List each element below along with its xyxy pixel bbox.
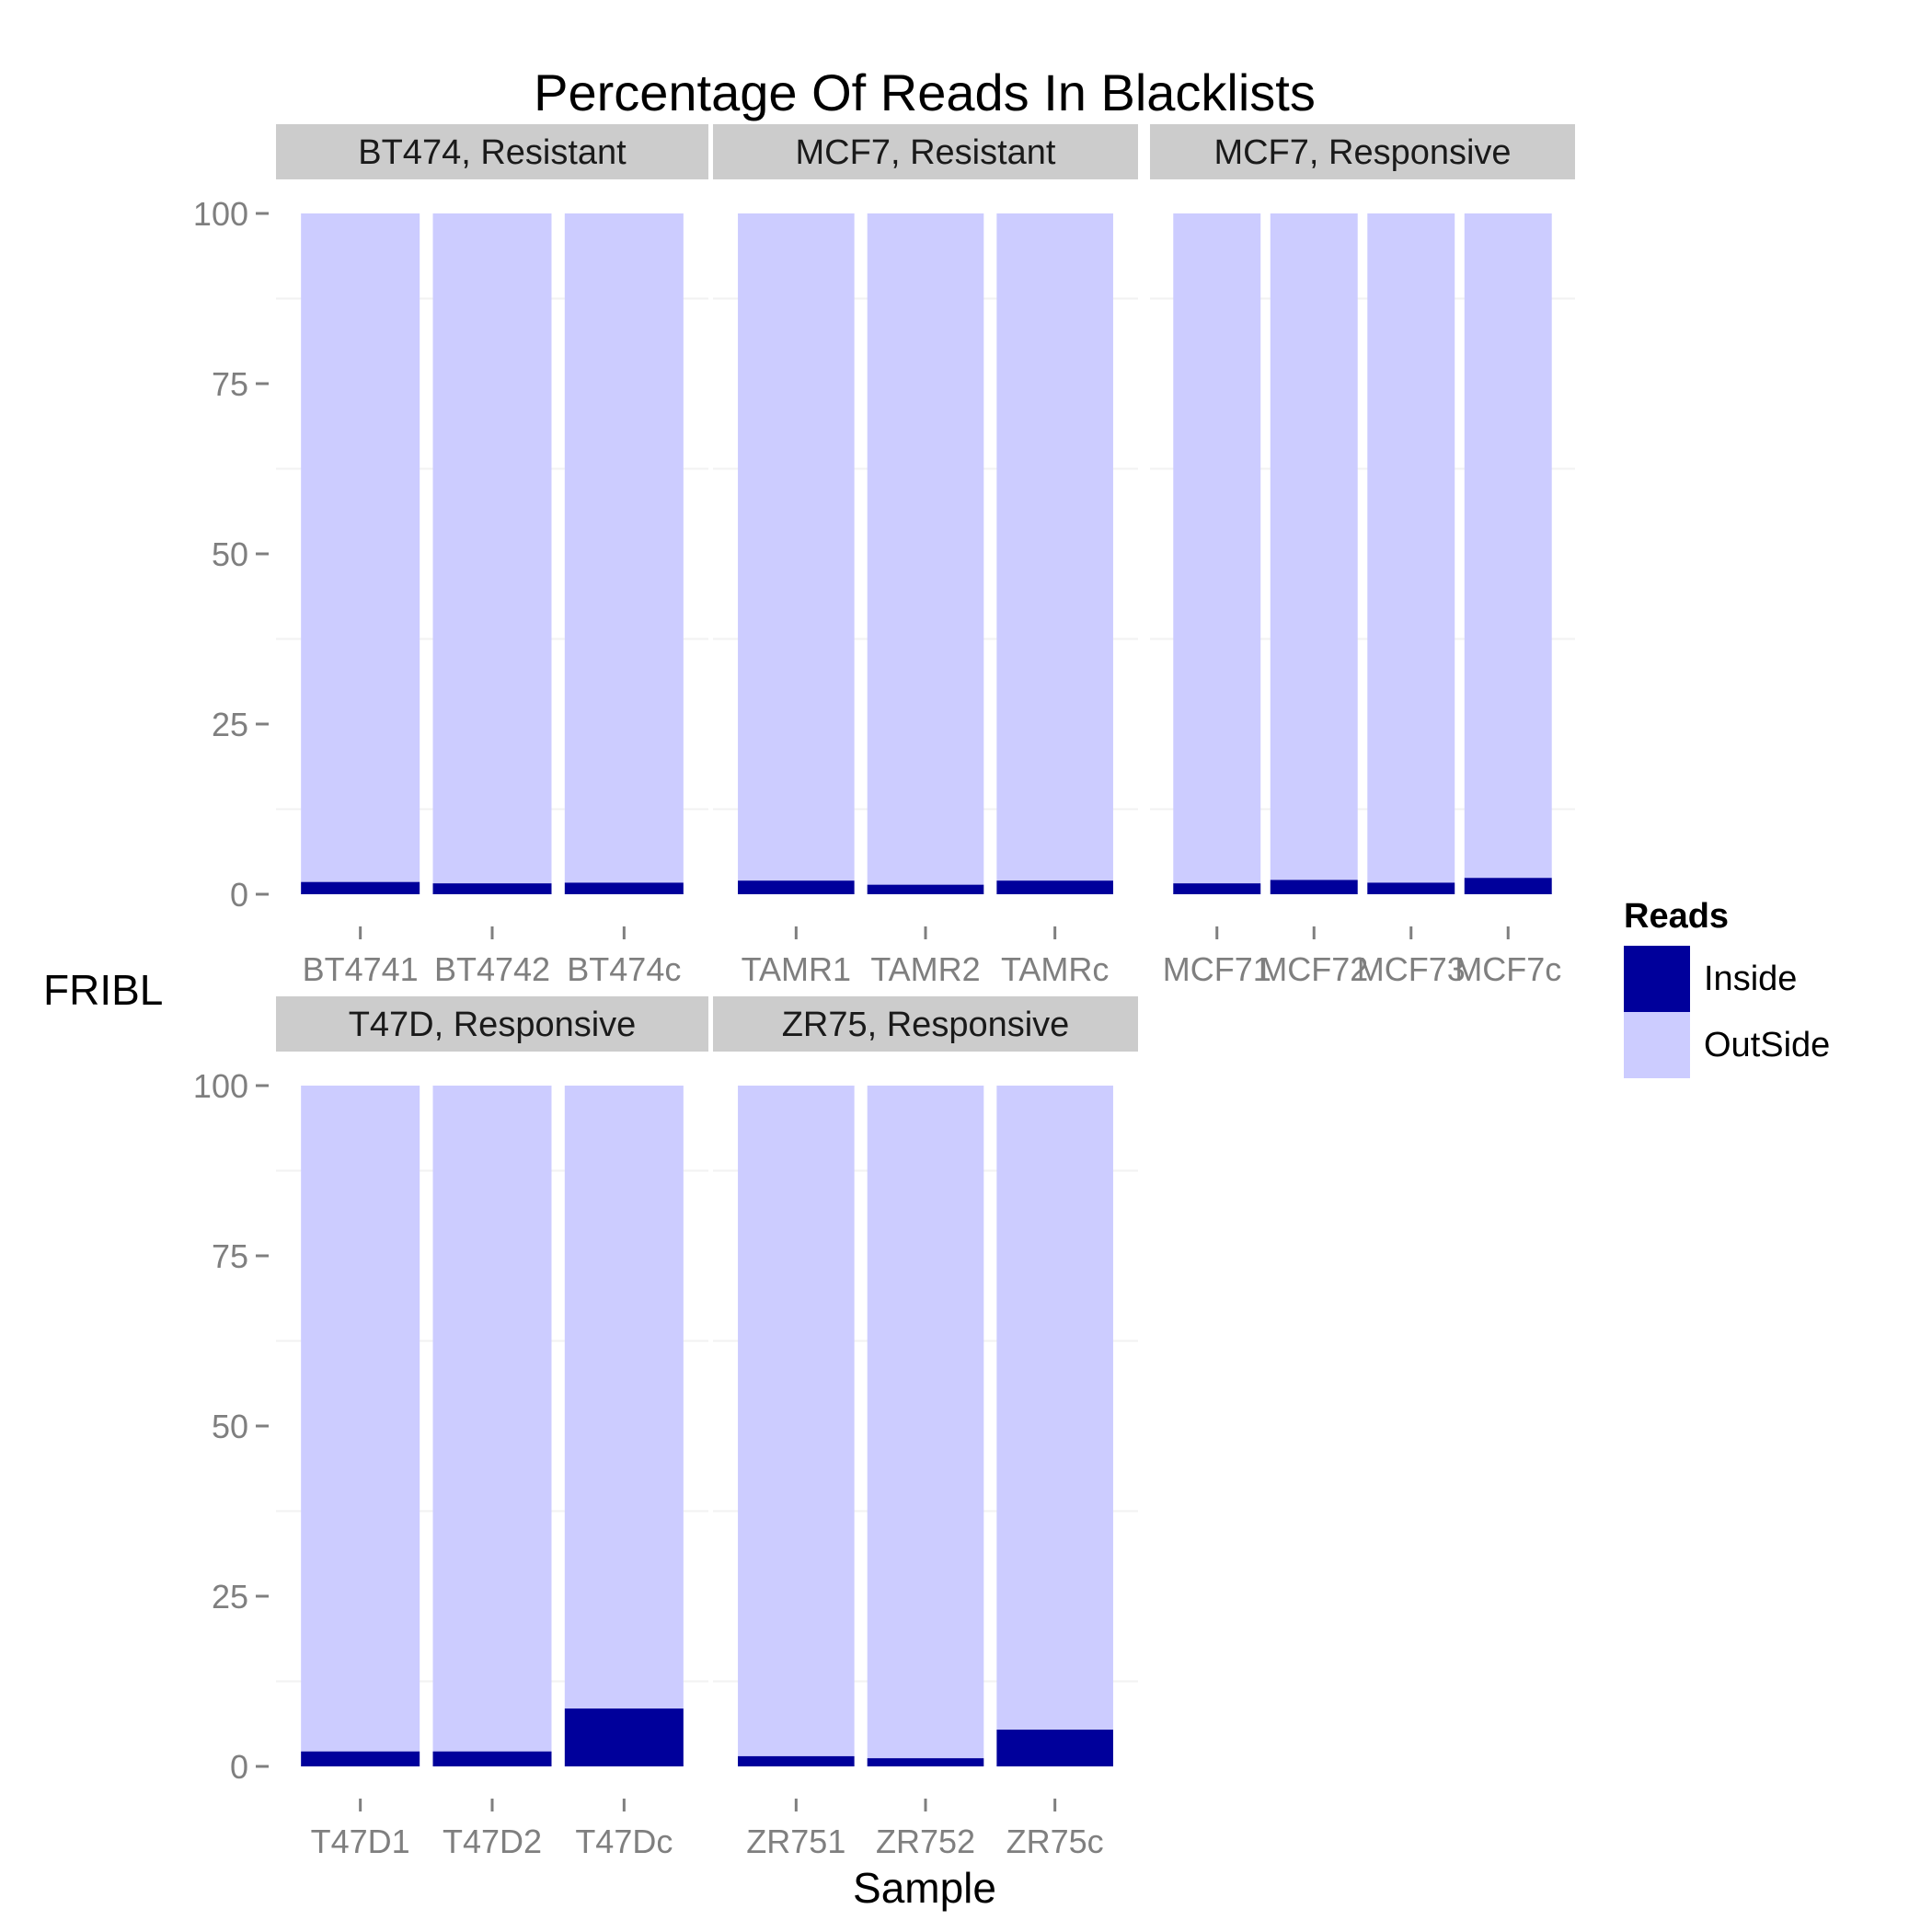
bar-outside-T47Dc [564, 1086, 684, 1709]
facet-strip [1150, 124, 1575, 179]
legend-label-outside: OutSide [1704, 1026, 1830, 1064]
x-tick-label: BT4742 [434, 950, 550, 988]
bar-inside-MCF72 [1270, 880, 1358, 894]
y-tick-label: 50 [212, 1408, 248, 1445]
y-tick-label: 50 [212, 535, 248, 573]
facet-panels: BT474, Resistant 0 25 50 75 100 BT4741 BT4742 BT… [193, 124, 1575, 1860]
facet-strip-label: T47D, Responsive [349, 1006, 637, 1044]
y-tick-label: 100 [193, 195, 248, 233]
bar-inside-MCF73 [1367, 882, 1455, 894]
x-tick-label: BT474c [567, 950, 681, 988]
legend: Reads Inside OutSide [1624, 897, 1830, 1078]
bar-outside-BT4742 [432, 213, 552, 884]
y-tick-label: 25 [212, 706, 248, 743]
bar-inside-TAMRc [996, 880, 1113, 894]
bar-outside-MCF73 [1367, 213, 1455, 883]
legend-key-inside [1624, 946, 1690, 1012]
x-tick-label: T47Dc [575, 1823, 673, 1860]
x-tick-label: MCF7c [1455, 950, 1561, 988]
bar-inside-TAMR2 [867, 884, 984, 894]
facet-strip-label: ZR75, Responsive [782, 1006, 1070, 1044]
x-tick-label: MCF72 [1259, 950, 1368, 988]
bar-inside-T47Dc [564, 1708, 684, 1766]
chart-title: Percentage Of Reads In Blacklists [534, 63, 1316, 121]
bar-outside-MCF72 [1270, 213, 1358, 880]
x-axis-title: Sample [853, 1864, 996, 1912]
bar-inside-T47D1 [301, 1751, 420, 1766]
y-tick-label: 75 [212, 1237, 248, 1275]
y-tick-label: 25 [212, 1578, 248, 1616]
bar-inside-ZR751 [738, 1755, 855, 1766]
x-tick-label: T47D1 [311, 1823, 410, 1860]
facet-strip [276, 996, 708, 1052]
facet-strip [276, 124, 708, 179]
bar-outside-TAMRc [996, 213, 1113, 881]
bar-outside-ZR75c [996, 1086, 1113, 1731]
bar-outside-BT474c [564, 213, 684, 883]
bar-inside-T47D2 [432, 1751, 552, 1766]
bar-outside-MCF7c [1464, 213, 1552, 879]
x-tick-label: TAMR2 [870, 950, 980, 988]
x-tick-label: ZR75c [1006, 1823, 1104, 1860]
bar-inside-MCF7c [1464, 878, 1552, 894]
bar-outside-TAMR2 [867, 213, 984, 885]
bar-outside-ZR751 [738, 1086, 855, 1756]
x-tick-label: ZR752 [876, 1823, 975, 1860]
bar-outside-TAMR1 [738, 213, 855, 881]
facet-strip-label: MCF7, Responsive [1213, 133, 1511, 172]
facet-strip [713, 124, 1138, 179]
facet-strip-label: BT474, Resistant [358, 133, 627, 172]
y-tick-label: 100 [193, 1067, 248, 1105]
bar-outside-T47D1 [301, 1086, 420, 1752]
bar-inside-BT4741 [301, 881, 420, 894]
bar-inside-BT474c [564, 882, 684, 894]
x-tick-label: TAMRc [1001, 950, 1109, 988]
bar-inside-BT4742 [432, 883, 552, 894]
bar-inside-TAMR1 [738, 880, 855, 894]
y-tick-label: 0 [230, 876, 248, 914]
legend-title: Reads [1624, 897, 1729, 936]
bar-inside-ZR75c [996, 1730, 1113, 1766]
y-tick-label: 0 [230, 1748, 248, 1786]
bar-inside-MCF71 [1173, 883, 1261, 894]
y-axis-title: FRIBL [43, 966, 163, 1014]
bar-outside-T47D2 [432, 1086, 552, 1752]
bar-outside-MCF71 [1173, 213, 1261, 884]
facet-strip [713, 996, 1138, 1052]
x-tick-label: T47D2 [443, 1823, 542, 1860]
legend-label-inside: Inside [1704, 960, 1797, 998]
bar-outside-ZR752 [867, 1086, 984, 1759]
facet-strip-label: MCF7, Resistant [796, 133, 1056, 172]
x-tick-label: BT4741 [303, 950, 419, 988]
y-tick-label: 75 [212, 365, 248, 403]
x-tick-label: TAMR1 [742, 950, 851, 988]
x-tick-label: ZR751 [746, 1823, 845, 1860]
bar-outside-BT4741 [301, 213, 420, 882]
x-tick-label: MCF73 [1357, 950, 1466, 988]
x-tick-label: MCF71 [1163, 950, 1271, 988]
legend-key-outside [1624, 1012, 1690, 1078]
bar-inside-ZR752 [867, 1758, 984, 1766]
